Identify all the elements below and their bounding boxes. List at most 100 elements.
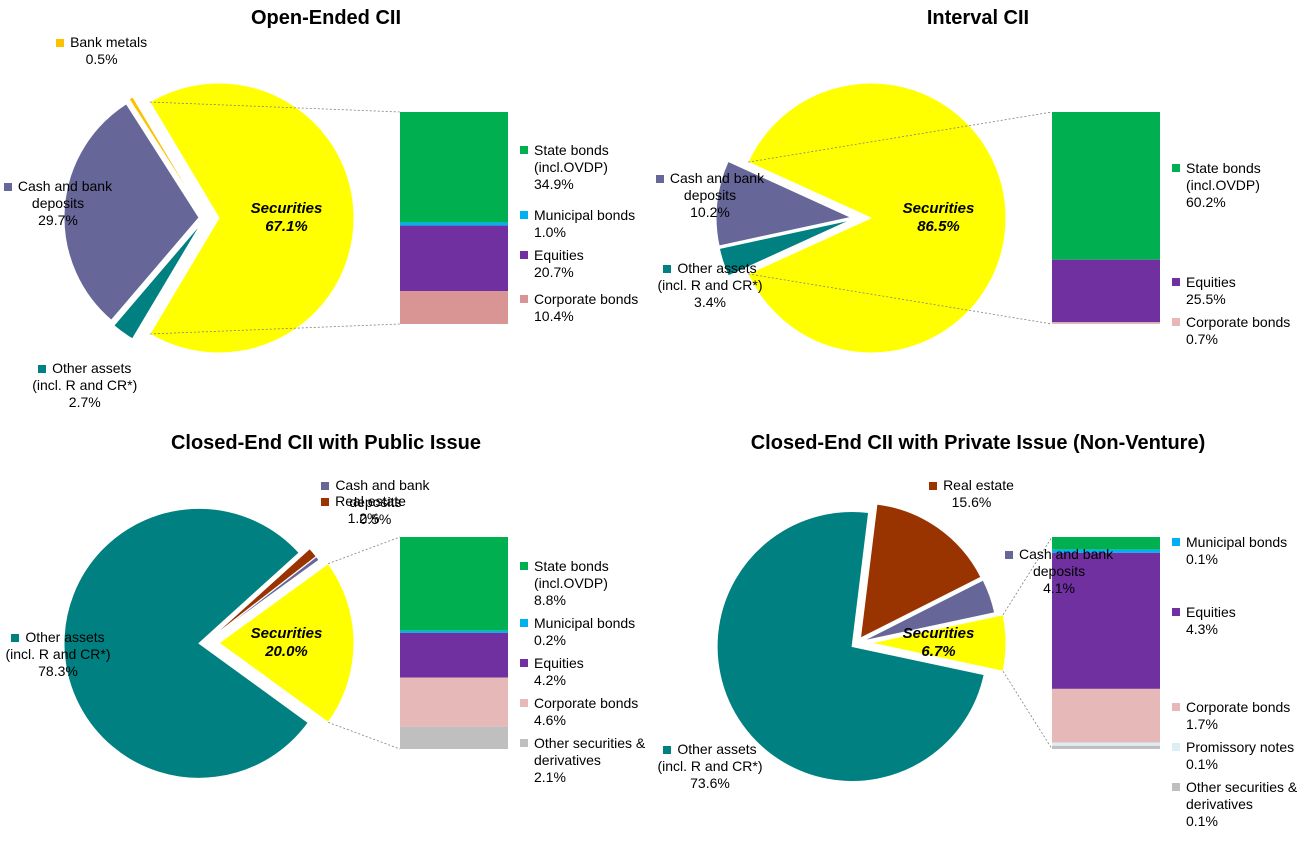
bar-segment: [1052, 112, 1160, 260]
connector: [328, 536, 401, 565]
slice-name: Real estate: [335, 493, 406, 510]
bar-value: 10.4%: [534, 307, 574, 324]
connector: [1002, 536, 1053, 616]
bar-label: Other securities & derivatives 2.1%: [520, 735, 648, 786]
bar-value: 4.6%: [534, 712, 566, 729]
bar-value: 1.0%: [534, 224, 566, 240]
slice-value: 0.5%: [359, 511, 392, 527]
bar-label: Municipal bonds 0.2%: [520, 615, 648, 649]
bar-segment: [1052, 259, 1160, 323]
bar-name: State bonds (incl.OVDP): [1186, 160, 1261, 194]
bar-value: 4.3%: [1186, 620, 1218, 637]
bar-label-text: Equities 25.5%: [1186, 274, 1236, 308]
bar-segment: [1052, 745, 1160, 749]
slice-name: Securities: [902, 625, 975, 642]
bar-label-text: Other securities & derivatives 0.1%: [1186, 779, 1300, 830]
pie-slice: [716, 511, 985, 782]
bar-label-text: Corporate bonds 1.7%: [1186, 699, 1290, 733]
slice-value: 10.2%: [690, 203, 730, 220]
slice-name-row: Cash and bank deposits: [1003, 546, 1115, 580]
legend-swatch: [1172, 538, 1180, 547]
bar-segment: [1052, 742, 1160, 746]
legend-swatch: [11, 633, 20, 642]
legend-swatch: [520, 251, 528, 259]
slice-name: Securities: [902, 200, 975, 217]
legend-swatch: [929, 482, 938, 490]
slice-label: Cash and bank deposits 29.7%: [2, 178, 114, 229]
slice-label: Securities 67.1%: [232, 200, 342, 236]
slice-label: Securities 86.5%: [884, 200, 994, 236]
bar-value: 2.1%: [534, 769, 566, 786]
bar-value: 20.7%: [534, 264, 574, 280]
bar-name: State bonds (incl.OVDP): [534, 141, 609, 175]
slice-name: Other assets (incl. R and CR*): [657, 741, 763, 775]
bar-segment: [400, 677, 508, 727]
legend-swatch: [520, 619, 528, 628]
slice-name-row: Other assets (incl. R and CR*): [654, 741, 766, 775]
bar-value: 60.2%: [1186, 194, 1226, 211]
slice-name-row: Other assets (incl. R and CR*): [2, 629, 114, 663]
bar-label: Corporate bonds 10.4%: [520, 291, 648, 325]
bar-value: 25.5%: [1186, 290, 1226, 307]
chart-title: Closed-End CII with Public Issue: [170, 432, 482, 454]
bar-label: Municipal bonds 1.0%: [520, 207, 648, 241]
slice-name: Bank metals: [70, 34, 148, 50]
bar-name: Other securities & derivatives: [1186, 778, 1298, 812]
bar-label: Promissory notes 0.1%: [1172, 739, 1300, 773]
legend-swatch: [520, 562, 528, 571]
connector: [1002, 670, 1053, 750]
slice-name-row: Cash and bank deposits: [319, 477, 431, 511]
bar-segment: [1052, 688, 1160, 743]
bar-name: Corporate bonds: [534, 695, 639, 712]
slice-name: Securities: [250, 200, 323, 217]
slice-name-row: Other assets (incl. R and CR*): [29, 360, 141, 394]
legend-swatch: [1172, 164, 1180, 173]
bar-label-text: Corporate bonds 10.4%: [534, 291, 638, 325]
bar-segment: [400, 726, 508, 749]
slice-label: Cash and bank deposits 4.1%: [1003, 546, 1115, 597]
connector: [149, 101, 401, 113]
legend-swatch: [1172, 742, 1180, 751]
slice-value: 20.0%: [265, 643, 308, 660]
bar-name: Equities: [534, 247, 584, 263]
pie-slice: [747, 82, 1007, 354]
bar-segment: [400, 112, 508, 223]
pie-slice: [63, 507, 309, 779]
bar-name: Equities: [1186, 603, 1236, 620]
bar-label-text: Corporate bonds 4.6%: [534, 695, 638, 729]
bar-label-text: Municipal bonds 0.2%: [534, 615, 635, 649]
pie-slice: [63, 103, 200, 321]
pie-slice: [715, 160, 853, 247]
bar-segment: [1052, 549, 1160, 553]
connector: [748, 111, 1053, 163]
pie-slice: [128, 96, 203, 214]
bar-label: Corporate bonds 1.7%: [1172, 699, 1300, 733]
slice-name: Cash and bank deposits: [17, 177, 113, 211]
slice-label: Securities 20.0%: [232, 625, 342, 661]
slice-name-row: Cash and bank deposits: [2, 178, 114, 212]
legend-swatch: [38, 365, 47, 374]
bar-label: Corporate bonds 0.7%: [1172, 314, 1300, 348]
slice-name-row: Bank metals: [46, 34, 158, 51]
bar-name: Other securities & derivatives: [534, 735, 646, 769]
bar-label-text: State bonds (incl.OVDP) 60.2%: [1186, 160, 1300, 211]
slice-value: 2.7%: [68, 394, 101, 411]
slice-name: Securities: [250, 625, 323, 642]
bar-value: 8.8%: [534, 592, 566, 609]
chart-title: Interval CII: [926, 7, 1030, 29]
pie-slice: [862, 579, 996, 642]
bar-segment: [400, 291, 508, 324]
slice-name: Real estate: [943, 477, 1014, 493]
bar-segment: [400, 225, 508, 292]
slice-value: 73.6%: [690, 775, 730, 792]
legend-swatch: [1172, 317, 1180, 326]
bar-label-text: Equities 4.3%: [1186, 604, 1236, 638]
slice-label: Other assets (incl. R and CR*) 73.6%: [654, 741, 766, 792]
bar-name: Corporate bonds: [1186, 313, 1291, 330]
pie-slice: [718, 219, 852, 277]
pie-slice: [113, 222, 202, 340]
bar-name: Corporate bonds: [1186, 698, 1291, 715]
slice-label: Securities 6.7%: [884, 625, 994, 661]
slice-value: 86.5%: [917, 218, 960, 235]
